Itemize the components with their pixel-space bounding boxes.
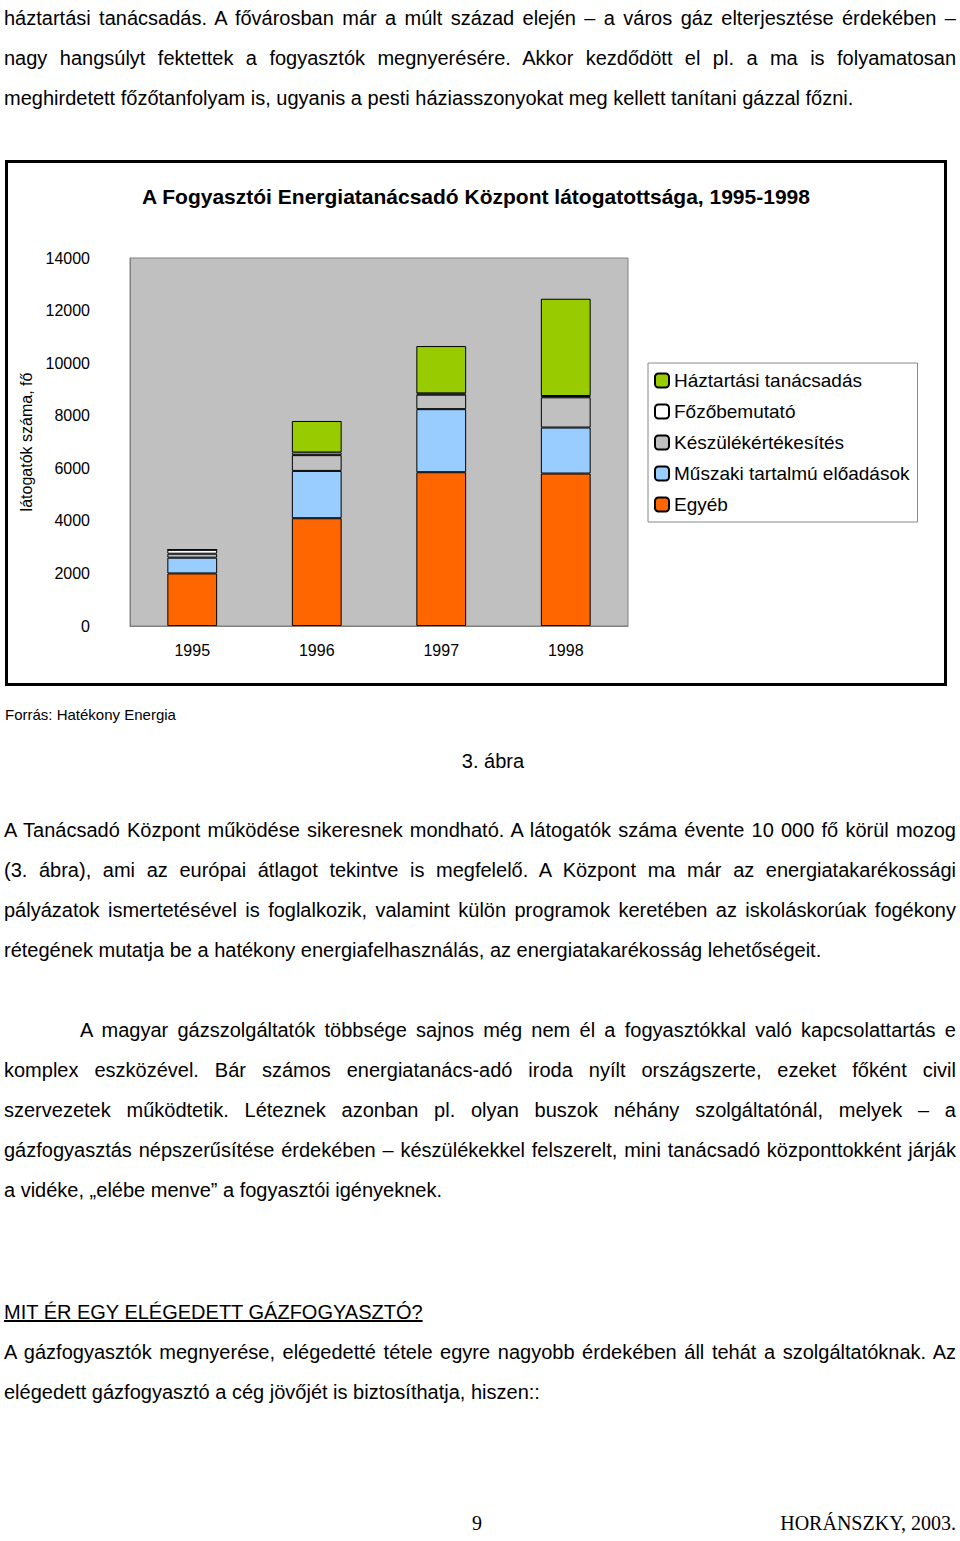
- svg-text:1997: 1997: [423, 642, 459, 659]
- svg-text:1995: 1995: [174, 642, 210, 659]
- html-text:9: 9: [472, 1512, 482, 1534]
- html-text:A gázfogyasztók megnyerése, el: A gázfogyasztók megnyerése, elégedetté t…: [4, 1341, 956, 1403]
- svg-text:6000: 6000: [54, 460, 90, 477]
- svg-text:0: 0: [81, 618, 90, 635]
- svg-text:Műszaki tartalmú előadások: Műszaki tartalmú előadások: [674, 463, 910, 484]
- svg-text:Háztartási tanácsadás: Háztartási tanácsadás: [674, 370, 862, 391]
- html-text:A magyar gázszolgáltatók többs: A magyar gázszolgáltatók többsége sajnos…: [4, 1019, 956, 1201]
- svg-text:2000: 2000: [54, 565, 90, 582]
- html-text:Forrás: Hatékony Energia: Forrás: Hatékony Energia: [5, 706, 176, 723]
- svg-text:A Fogyasztói Energiatanácsadó: A Fogyasztói Energiatanácsadó Központ lá…: [142, 185, 810, 208]
- svg-text:Főzőbemutató: Főzőbemutató: [674, 401, 795, 422]
- svg-text:4000: 4000: [54, 512, 90, 529]
- svg-text:1996: 1996: [299, 642, 335, 659]
- html-text:3. ábra: 3. ábra: [461, 750, 525, 772]
- svg-text:Készülékértékesítés: Készülékértékesítés: [674, 432, 844, 453]
- svg-text:1998: 1998: [548, 642, 584, 659]
- svg-text:8000: 8000: [54, 407, 90, 424]
- svg-text:Egyéb: Egyéb: [674, 494, 728, 515]
- svg-text:14000: 14000: [46, 250, 91, 267]
- html-text:HORÁNSZKY, 2003.: HORÁNSZKY, 2003.: [780, 1512, 956, 1534]
- svg-text:12000: 12000: [46, 302, 91, 319]
- html-text:A Tanácsadó Központ működése s: A Tanácsadó Központ működése sikeresnek …: [4, 819, 956, 961]
- html-text:háztartási tanácsadás. A fővár: háztartási tanácsadás. A fővárosban már …: [4, 7, 956, 109]
- html-text:MIT ÉR EGY ELÉGEDETT GÁZFOGYAS: MIT ÉR EGY ELÉGEDETT GÁZFOGYASZTÓ?: [4, 1301, 423, 1323]
- svg-text:10000: 10000: [46, 355, 91, 372]
- svg-text:látogatók száma, fő: látogatók száma, fő: [18, 373, 35, 512]
